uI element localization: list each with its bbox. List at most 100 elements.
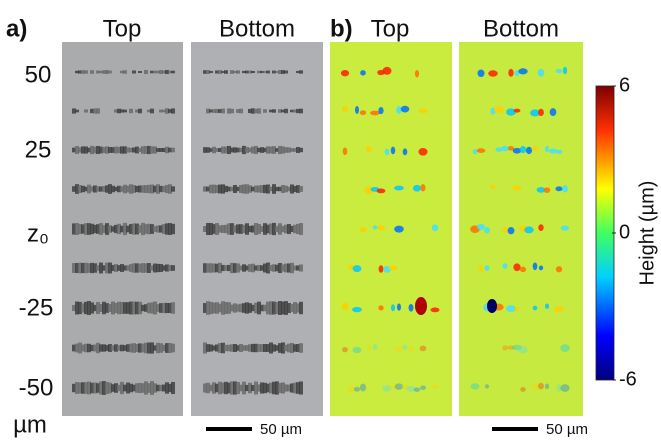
height-spot	[524, 226, 534, 233]
height-spot	[360, 384, 366, 392]
height-spot	[378, 305, 383, 310]
height-spot	[545, 146, 549, 152]
height-spot	[373, 225, 378, 229]
height-spot	[549, 149, 557, 154]
colorbar	[596, 86, 614, 380]
height-spot	[394, 186, 404, 191]
streak	[299, 186, 303, 192]
streak	[171, 382, 175, 394]
height-spot	[526, 147, 532, 154]
scale-bar-label: 50 µm	[546, 421, 588, 438]
height-spot	[520, 387, 525, 392]
streak	[171, 344, 175, 353]
height-spot	[352, 307, 362, 312]
height-spot	[403, 148, 408, 155]
height-spot	[533, 146, 538, 151]
height-spot	[484, 227, 490, 233]
height-spot	[560, 384, 569, 392]
streak	[138, 71, 142, 73]
height-spot	[518, 346, 527, 353]
colorbar-tick-label: -6	[619, 368, 637, 390]
height-spot	[514, 109, 521, 113]
height-spot	[556, 69, 563, 73]
height-spot	[409, 304, 414, 312]
streak	[90, 70, 94, 73]
height-spot	[501, 146, 509, 151]
streak	[299, 109, 303, 114]
height-spot	[562, 185, 568, 192]
height-spot	[544, 187, 550, 193]
height-spot	[397, 303, 401, 310]
height-spot	[556, 150, 563, 154]
height-spot	[395, 346, 404, 352]
streak	[150, 109, 154, 114]
height-spot	[342, 347, 348, 352]
height-spot	[477, 224, 485, 230]
height-spot	[471, 383, 480, 389]
height-spot	[415, 297, 427, 315]
streak	[171, 302, 175, 314]
row-label: -25	[19, 294, 54, 321]
height-spot	[560, 344, 570, 352]
scale-bar	[206, 427, 252, 431]
height-spot	[348, 386, 355, 393]
height-spot	[431, 384, 438, 388]
height-spot	[487, 299, 497, 313]
colorbar-ticks: 60-6	[612, 74, 637, 390]
scale-bar-label: 50 µm	[260, 421, 302, 438]
height-spot	[401, 106, 409, 113]
height-spot	[355, 106, 359, 114]
height-spot	[353, 265, 362, 272]
height-spot	[373, 344, 377, 350]
streak	[263, 109, 267, 113]
height-spot	[479, 265, 483, 273]
height-spot	[554, 306, 564, 312]
height-spot	[342, 106, 348, 112]
streak	[299, 343, 303, 353]
height-spot	[360, 70, 366, 75]
height-spot	[377, 225, 385, 231]
colorbar-label: Height (µm)	[636, 181, 658, 286]
height-spot	[561, 225, 569, 230]
column-title: Top	[103, 15, 142, 42]
height-spot	[508, 69, 513, 77]
streak	[299, 148, 303, 152]
height-spot	[420, 385, 426, 390]
height-spot	[391, 147, 395, 155]
height-spot	[391, 304, 395, 311]
height-spot	[403, 345, 408, 350]
height-spot	[415, 70, 419, 77]
height-spot	[394, 226, 404, 233]
height-spot	[563, 67, 567, 74]
streak	[299, 302, 303, 314]
height-spot	[503, 227, 507, 233]
figure: a) Top Bottom b) Top Bottom 50 25 z₀ -25…	[0, 0, 661, 440]
row-label: 25	[25, 136, 52, 163]
height-spot	[520, 267, 526, 272]
streak	[171, 186, 175, 191]
height-spot	[513, 186, 522, 191]
column-title: Bottom	[219, 15, 295, 42]
height-spot	[520, 146, 526, 153]
streak	[129, 109, 133, 113]
column-title: Bottom	[483, 15, 559, 42]
streak	[221, 109, 225, 114]
streak	[84, 109, 88, 112]
streak	[171, 148, 175, 153]
height-spot	[385, 149, 390, 155]
streak	[123, 110, 127, 113]
height-spot	[539, 266, 543, 271]
streak	[224, 70, 228, 74]
height-spot	[367, 344, 371, 350]
streak	[171, 265, 175, 271]
colorbar-tick-label: 6	[619, 74, 630, 96]
panel-label: a)	[6, 15, 27, 42]
height-spot	[477, 69, 484, 77]
streak	[284, 109, 288, 113]
height-spot	[366, 146, 372, 152]
height-spot	[420, 346, 427, 352]
height-spot	[473, 149, 478, 154]
streak	[75, 110, 79, 113]
height-spot	[477, 148, 486, 153]
streak	[257, 108, 261, 113]
